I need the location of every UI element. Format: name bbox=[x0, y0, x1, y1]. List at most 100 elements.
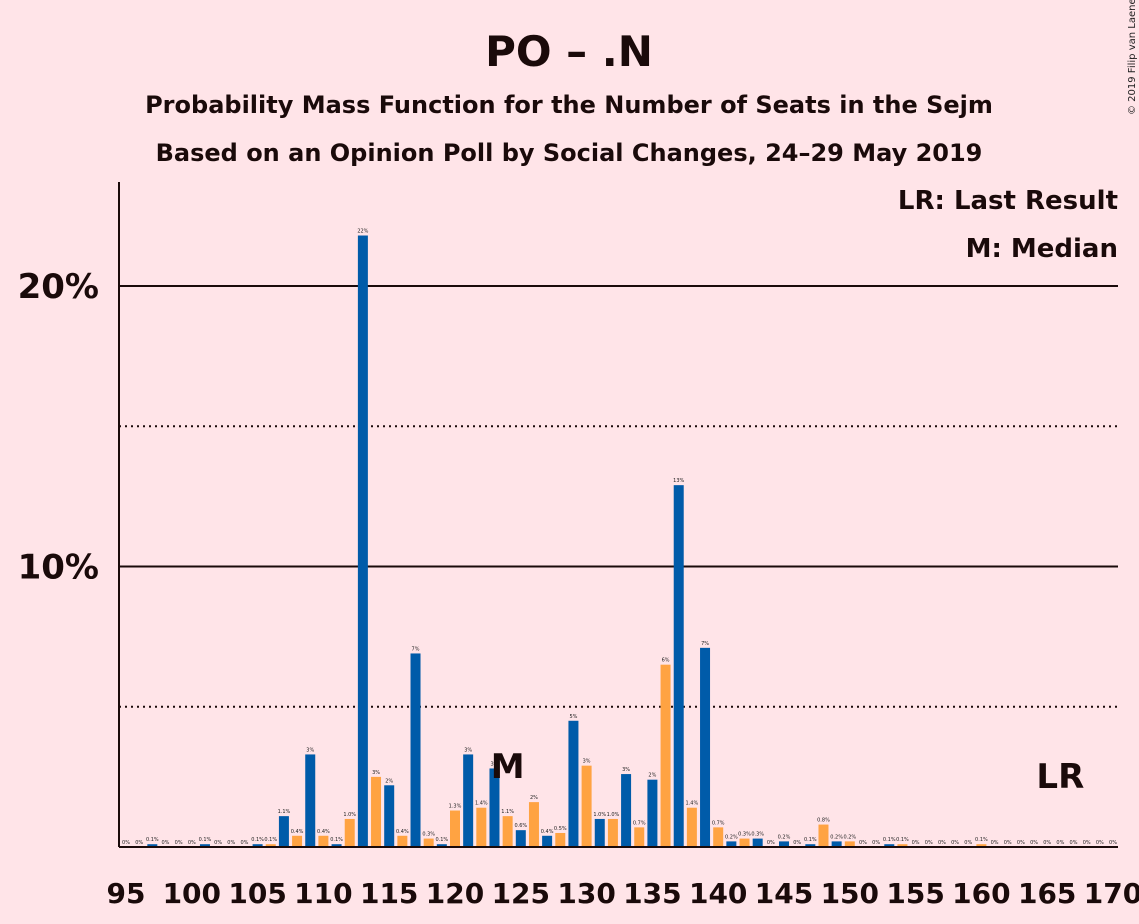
grid-lines bbox=[119, 285, 1118, 708]
bar-seat-138 bbox=[686, 807, 697, 847]
chart-subtitle-1: Probability Mass Function for the Number… bbox=[145, 91, 993, 119]
bar-seat-108 bbox=[292, 835, 303, 847]
bar-seat-129 bbox=[568, 720, 579, 847]
x-tick-label: 140 bbox=[689, 877, 747, 910]
bar-seat-112 bbox=[344, 818, 355, 847]
data-label-seat-134: 0.7% bbox=[633, 820, 646, 826]
x-tick-label: 155 bbox=[886, 877, 944, 910]
data-label-seat-123: 3% bbox=[491, 761, 499, 767]
data-label-seat-155: 0% bbox=[912, 840, 920, 846]
data-label-seat-128: 0.5% bbox=[554, 826, 567, 832]
legend-median: M: Median bbox=[966, 234, 1118, 264]
data-label-seat-126: 2% bbox=[530, 795, 538, 801]
bar-seat-149 bbox=[831, 841, 842, 847]
data-label-seat-124: 1.1% bbox=[501, 809, 514, 815]
bar-seat-135 bbox=[647, 779, 658, 847]
bar-seat-107 bbox=[278, 816, 289, 847]
data-label-seat-159: 0% bbox=[964, 840, 972, 846]
last-result-marker: LR bbox=[1036, 757, 1084, 797]
copyright-credit: © 2019 Filip van Laenen bbox=[1127, 0, 1138, 115]
bar-seat-148 bbox=[818, 824, 829, 847]
data-label-seat-115: 2% bbox=[385, 778, 393, 784]
bar-seat-140 bbox=[713, 827, 724, 847]
y-tick-label: 20% bbox=[18, 267, 99, 307]
data-label-seat-96: 0% bbox=[135, 840, 143, 846]
bar-seat-154 bbox=[897, 844, 908, 847]
data-label-seat-100: 0% bbox=[188, 840, 196, 846]
bar-series bbox=[147, 235, 987, 847]
data-label-seat-156: 0% bbox=[925, 840, 933, 846]
bar-seat-131 bbox=[594, 818, 605, 847]
x-tick-label: 110 bbox=[294, 877, 352, 910]
bar-seat-141 bbox=[726, 841, 737, 847]
bar-seat-147 bbox=[805, 844, 816, 847]
data-label-seat-117: 7% bbox=[412, 646, 420, 652]
data-label-seat-122: 1.4% bbox=[475, 801, 488, 807]
data-label-seat-131: 1.0% bbox=[593, 812, 606, 818]
data-label-seat-95: 0% bbox=[122, 840, 130, 846]
data-label-seat-144: 0% bbox=[767, 840, 775, 846]
bar-seat-115 bbox=[384, 785, 395, 847]
data-label-seat-147: 0.1% bbox=[804, 837, 817, 843]
data-label-seat-154: 0.1% bbox=[896, 837, 909, 843]
data-label-seat-129: 5% bbox=[569, 714, 577, 720]
data-label-seat-133: 3% bbox=[622, 767, 630, 773]
data-label-seat-101: 0.1% bbox=[199, 837, 212, 843]
data-label-seat-120: 1.3% bbox=[449, 804, 462, 810]
bar-seat-125 bbox=[515, 830, 526, 847]
bar-seat-117 bbox=[410, 653, 421, 847]
data-label-seat-138: 1.4% bbox=[686, 801, 699, 807]
data-label-seat-142: 0.3% bbox=[738, 832, 751, 838]
bar-seat-143 bbox=[752, 838, 763, 847]
data-label-seat-107: 1.1% bbox=[278, 809, 291, 815]
data-label-seat-127: 0.4% bbox=[541, 829, 554, 835]
data-label-seat-165: 0% bbox=[1043, 840, 1051, 846]
bar-seat-114 bbox=[371, 776, 382, 847]
data-label-seat-111: 0.1% bbox=[330, 837, 343, 843]
data-label-seat-136: 6% bbox=[662, 658, 670, 664]
data-label-seat-168: 0% bbox=[1083, 840, 1091, 846]
data-label-seat-135: 2% bbox=[648, 773, 656, 779]
x-tick-label: 95 bbox=[107, 877, 146, 910]
data-label-seat-152: 0% bbox=[872, 840, 880, 846]
data-label-seat-163: 0% bbox=[1017, 840, 1025, 846]
bar-seat-120 bbox=[450, 810, 460, 847]
bar-seat-139 bbox=[700, 647, 711, 847]
bar-seat-128 bbox=[555, 832, 566, 847]
bar-seat-106 bbox=[265, 844, 276, 847]
median-marker: M bbox=[491, 747, 525, 787]
data-label-seat-125: 0.6% bbox=[514, 823, 527, 829]
bar-seat-97 bbox=[147, 844, 158, 847]
x-tick-label: 145 bbox=[755, 877, 813, 910]
data-label-seat-164: 0% bbox=[1030, 840, 1038, 846]
bar-seat-101 bbox=[199, 844, 210, 847]
data-label-seat-170: 0% bbox=[1109, 840, 1117, 846]
data-label-seat-102: 0% bbox=[214, 840, 222, 846]
data-label-seat-114: 3% bbox=[372, 770, 380, 776]
bar-seat-160 bbox=[976, 844, 987, 847]
x-tick-label: 125 bbox=[492, 877, 550, 910]
data-label-seat-141: 0.2% bbox=[725, 834, 738, 840]
data-label-seat-130: 3% bbox=[583, 759, 591, 765]
data-label-seat-99: 0% bbox=[175, 840, 183, 846]
x-tick-label: 170 bbox=[1084, 877, 1139, 910]
bar-seat-133 bbox=[621, 774, 632, 847]
x-tick-label: 165 bbox=[1018, 877, 1076, 910]
data-label-seat-97: 0.1% bbox=[146, 837, 159, 843]
bar-seat-110 bbox=[318, 835, 329, 847]
bar-seat-123 bbox=[489, 768, 500, 847]
y-tick-label: 10% bbox=[18, 548, 99, 588]
bar-seat-121 bbox=[463, 754, 474, 847]
bar-seat-116 bbox=[397, 835, 408, 847]
bar-seat-142 bbox=[739, 838, 750, 847]
x-tick-label: 135 bbox=[623, 877, 681, 910]
legend-last-result: LR: Last Result bbox=[898, 186, 1118, 216]
data-labels: 0% 0% 0.1% 0% 0% 0% 0.1% 0% 0% 0% 0.1% 0.1%1.1%0.4%… bbox=[122, 229, 1117, 846]
chart-subtitle-2: Based on an Opinion Poll by Social Chang… bbox=[156, 139, 983, 167]
bar-seat-137 bbox=[673, 485, 684, 847]
bar-seat-132 bbox=[607, 818, 618, 847]
bar-seat-153 bbox=[884, 844, 895, 847]
bar-seat-127 bbox=[542, 835, 553, 847]
bar-seat-119 bbox=[436, 844, 447, 847]
bar-seat-150 bbox=[844, 841, 855, 847]
